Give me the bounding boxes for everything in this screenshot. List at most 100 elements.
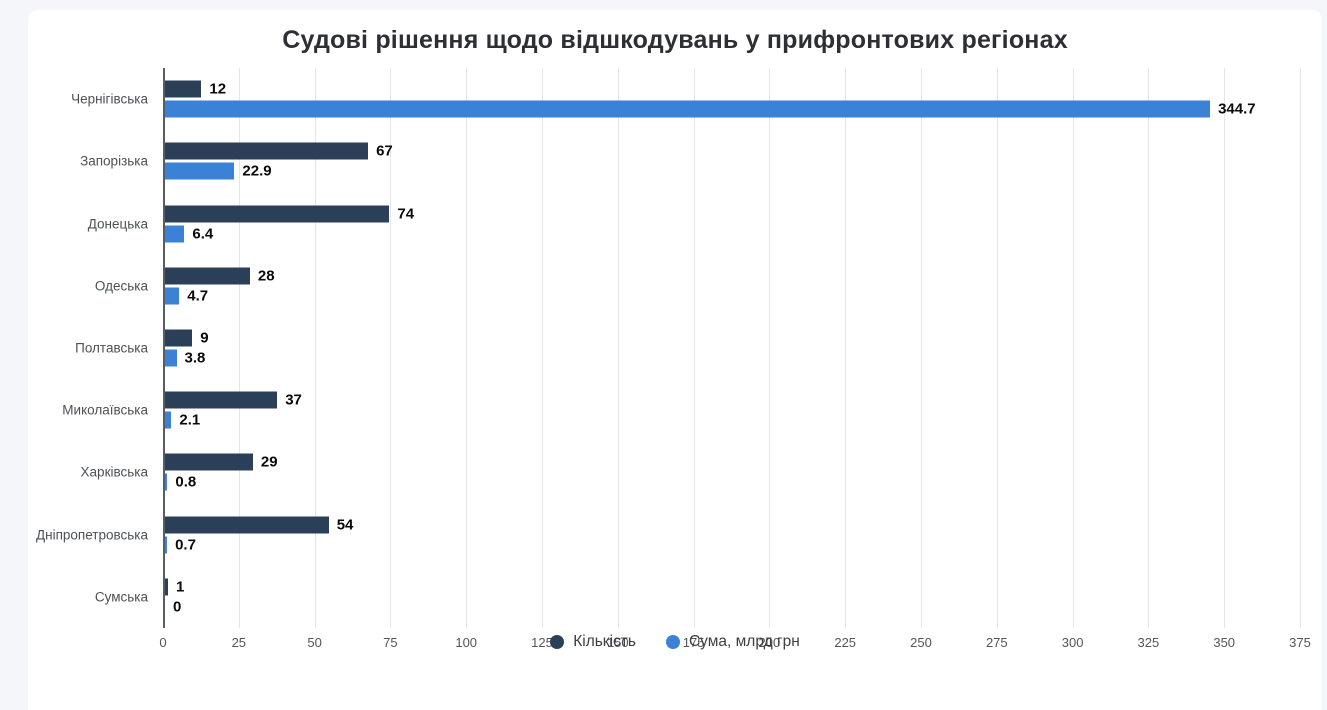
bar-line: 28 [165, 267, 1300, 285]
value-label: 74 [397, 205, 415, 223]
category-label: Сумська [94, 589, 148, 605]
x-tick-label: 50 [307, 635, 322, 650]
x-tick-label: 225 [834, 635, 857, 650]
legend-dot-icon [665, 635, 680, 649]
chart-row: Донецька 74 6.4 [88, 192, 1300, 254]
chart-row: Сумська 1 0 [95, 566, 1300, 628]
gridline [845, 68, 847, 628]
bar-sum [165, 100, 1211, 118]
bar-line: 3.8 [165, 349, 1300, 367]
value-label: 9 [200, 329, 209, 347]
bar-line: 2.1 [165, 411, 1300, 429]
gridline [314, 68, 316, 628]
chart-title: Судові рішення щодо відшкодувань у прифр… [282, 26, 1068, 54]
bar-line: 0 [165, 598, 1300, 615]
bar-line: 9 [165, 329, 1300, 347]
bar-rows: Чернігівська 12 344.7 Запорізька 67 22.9 Донец… [36, 68, 1300, 628]
bar-line: 0.7 [165, 536, 1300, 554]
gridline [390, 68, 392, 628]
category-label: Дніпропетровська [35, 527, 148, 543]
plot-area: Чернігівська 12 344.7 Запорізька 67 22.9 Донец… [36, 68, 1311, 650]
category-label: Миколаївська [62, 402, 148, 418]
chart-row: Полтавська 9 3.8 [75, 317, 1300, 379]
value-label: 67 [376, 142, 393, 160]
value-label: 3.8 [184, 349, 206, 367]
gridline [921, 68, 922, 628]
chart-row: Дніпропетровська 54 0.7 [36, 504, 1300, 566]
chart-row: Запорізька 67 22.9 [80, 130, 1300, 192]
bar-sum [165, 349, 177, 367]
value-label: 6.4 [192, 225, 214, 243]
bar-group: 67 22.9 [165, 142, 1300, 180]
bar-line: 0.8 [165, 473, 1300, 491]
category-label: Полтавська [75, 340, 148, 356]
value-label: 4.7 [187, 287, 209, 305]
gridline [693, 68, 695, 628]
x-tick-label: 250 [910, 635, 932, 650]
chart-row: Одеська 28 4.7 [95, 255, 1300, 317]
legend: Кількість Сума, млрд грн [28, 624, 1322, 660]
gridline [466, 68, 468, 628]
bar-line: 29 [165, 453, 1300, 471]
x-tick-label: 275 [985, 635, 1008, 650]
bar-sum [165, 411, 172, 429]
x-tick-label: 375 [1289, 635, 1311, 650]
x-tick-label: 75 [383, 635, 398, 650]
category-label: Одеська [94, 278, 148, 294]
legend-label: Сума, млрд грн [688, 633, 800, 650]
bar-count [165, 142, 369, 160]
bar-sum [165, 225, 185, 243]
gridline [1072, 68, 1074, 628]
x-tick-label: 125 [531, 635, 553, 650]
value-label: 0.8 [175, 473, 197, 491]
bar-count [165, 578, 168, 596]
gridline [996, 68, 998, 628]
x-tick-label: 325 [1137, 635, 1160, 650]
legend-label: Кількість [573, 633, 636, 650]
bar-count [165, 80, 202, 98]
value-label: 0.7 [175, 536, 196, 554]
bar-line: 37 [165, 391, 1300, 409]
chart-row: Миколаївська 37 2.1 [62, 379, 1300, 441]
gridline [1300, 68, 1301, 628]
legend-item: Кількість [550, 633, 636, 651]
bar-line: 6.4 [165, 225, 1300, 243]
category-label: Донецька [87, 216, 148, 232]
value-label: 1 [176, 578, 185, 596]
bar-count [165, 391, 278, 409]
x-tick-label: 350 [1213, 635, 1236, 650]
chart-row: Чернігівська 12 344.7 [71, 68, 1300, 130]
bar-count [165, 516, 329, 534]
bar-line: 344.7 [165, 100, 1300, 118]
bar-group: 28 4.7 [165, 267, 1300, 305]
legend-dot-icon [550, 635, 565, 649]
x-tick-label: 300 [1061, 635, 1084, 650]
x-tick-label: 175 [682, 635, 705, 650]
value-label: 2.1 [179, 411, 201, 429]
value-label: 344.7 [1218, 100, 1256, 118]
gridline [617, 68, 619, 628]
category-label: Запорізька [80, 153, 148, 169]
value-label: 0 [173, 598, 182, 616]
chart-row: Харківська 29 0.8 [81, 441, 1300, 503]
gridline [1148, 68, 1150, 628]
bar-count [165, 205, 390, 223]
bar-count [165, 453, 253, 471]
bar-count [165, 267, 250, 285]
value-label: 29 [260, 453, 278, 471]
x-tick-label: 0 [159, 635, 167, 650]
bar-sum [165, 536, 168, 554]
bar-line: 54 [165, 516, 1300, 534]
x-axis-ticks: 0 25 50 75 100 125 150 175 200 225 250 275 300 325 350… [159, 628, 1310, 652]
gridline [238, 68, 240, 628]
bar-line: 4.7 [165, 287, 1300, 305]
bar-group: 37 2.1 [165, 391, 1300, 429]
gridline [542, 68, 543, 628]
x-tick-label: 200 [758, 635, 781, 650]
bar-line: 74 [165, 205, 1300, 223]
bar-group: 29 0.8 [165, 453, 1300, 491]
category-label: Харківська [80, 464, 148, 480]
x-tick-label: 100 [455, 635, 478, 650]
gridline [1224, 68, 1226, 628]
